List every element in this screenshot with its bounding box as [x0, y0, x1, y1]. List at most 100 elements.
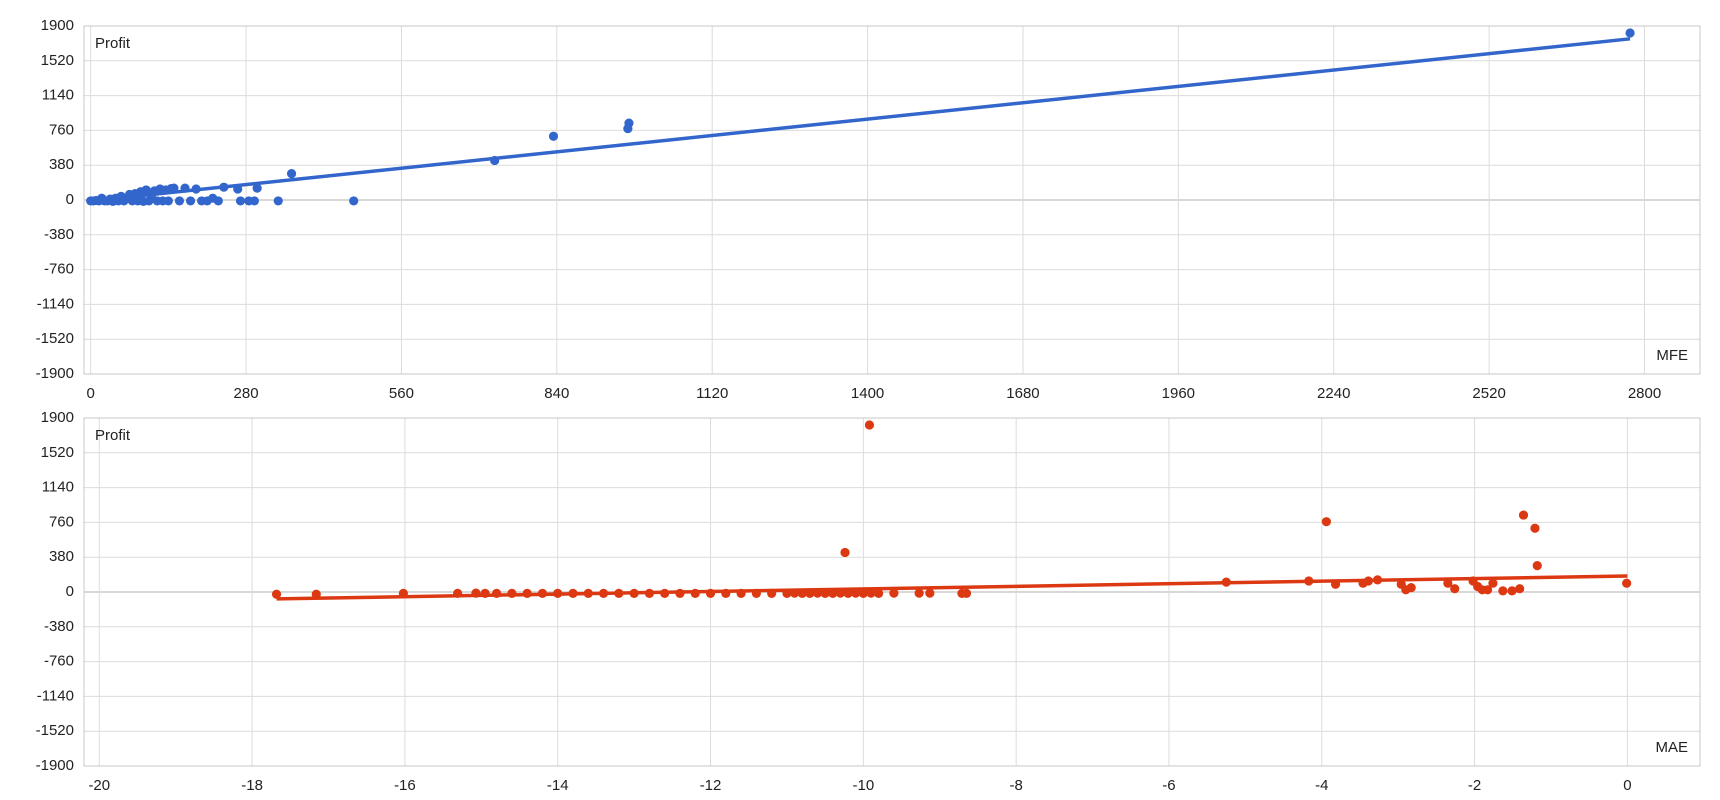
y-tick-label: 1900 [41, 17, 74, 34]
x-tick-label: 1960 [1162, 385, 1195, 402]
point [1622, 578, 1632, 588]
point [252, 183, 262, 193]
x-tick-label: 1400 [851, 385, 884, 402]
point [273, 196, 283, 206]
y-tick-label: -760 [44, 261, 74, 278]
x-tick-label: -16 [394, 777, 416, 794]
y-tick-label: -1900 [36, 757, 74, 774]
point [233, 184, 243, 194]
y-axis-label: Profit [95, 35, 131, 52]
point [471, 588, 481, 598]
plot-frame [83, 417, 1701, 767]
point [583, 588, 593, 598]
point [835, 588, 846, 598]
point [914, 588, 924, 598]
point [491, 588, 502, 598]
x-tick-label: -2 [1468, 777, 1481, 794]
point [925, 588, 935, 598]
point [398, 588, 408, 598]
x-tick-label: -20 [88, 777, 110, 794]
point [1363, 576, 1373, 586]
y-tick-label: -1140 [37, 687, 74, 704]
point [1443, 578, 1453, 588]
point [219, 182, 229, 192]
point [858, 588, 868, 598]
point [721, 588, 731, 598]
point [644, 588, 655, 598]
point [797, 588, 807, 598]
x-tick-label: 1120 [696, 385, 728, 402]
x-tick-label: -18 [241, 777, 263, 794]
point [1498, 586, 1508, 596]
y-tick-label: 1520 [41, 52, 74, 69]
point [789, 588, 800, 598]
point [828, 588, 838, 598]
y-tick-label: 760 [49, 513, 74, 530]
point [629, 588, 639, 598]
y-tick-label: -760 [44, 653, 74, 670]
point [961, 588, 972, 598]
point [568, 588, 578, 598]
point [174, 196, 185, 206]
y-tick-label: 1140 [42, 479, 74, 496]
point [705, 588, 716, 598]
x-tick-label: 840 [544, 385, 569, 402]
x-tick-label: 2520 [1472, 385, 1505, 402]
x-tick-label: -10 [853, 777, 875, 794]
point [185, 196, 196, 206]
point [1304, 576, 1314, 586]
y-tick-label: 380 [49, 156, 74, 173]
point [889, 588, 899, 598]
y-tick-label: -1140 [37, 295, 74, 312]
point [624, 118, 634, 128]
point [843, 588, 853, 598]
point [866, 588, 876, 598]
point [851, 588, 861, 598]
point [1507, 586, 1517, 596]
point [1625, 28, 1635, 38]
y-tick-label: 0 [66, 583, 74, 600]
point [522, 588, 532, 598]
point [235, 196, 246, 206]
point [480, 588, 490, 598]
point [1518, 510, 1529, 520]
point [311, 589, 321, 599]
point [249, 196, 259, 206]
point [453, 588, 463, 598]
y-tick-label: -1900 [36, 365, 74, 382]
point [271, 589, 282, 599]
point [1530, 523, 1540, 533]
point [191, 184, 201, 194]
point [1406, 583, 1416, 593]
x-tick-label: 280 [234, 385, 259, 402]
y-tick-label: 1520 [41, 444, 74, 461]
point [736, 588, 746, 598]
trend-line [276, 574, 1628, 601]
point [820, 588, 830, 598]
point [553, 588, 563, 598]
point [690, 588, 700, 598]
point [782, 588, 792, 598]
point [614, 588, 624, 598]
point [1532, 561, 1542, 571]
y-tick-label: 760 [49, 121, 74, 138]
point [1515, 584, 1525, 594]
point [864, 420, 875, 430]
point [169, 183, 179, 193]
x-axis-label: MAE [1655, 739, 1688, 756]
point [180, 183, 190, 193]
x-axis-label: MFE [1656, 347, 1688, 364]
x-tick-label: 0 [1623, 777, 1631, 794]
x-tick-label: -14 [547, 777, 569, 794]
point [507, 588, 517, 598]
point [840, 547, 850, 558]
point [598, 588, 609, 598]
x-tick-label: 0 [86, 385, 94, 402]
point [286, 169, 297, 179]
point [1372, 575, 1383, 585]
point [1321, 517, 1331, 527]
y-tick-label: 1900 [41, 409, 74, 426]
point [1221, 577, 1231, 587]
point [163, 196, 173, 206]
